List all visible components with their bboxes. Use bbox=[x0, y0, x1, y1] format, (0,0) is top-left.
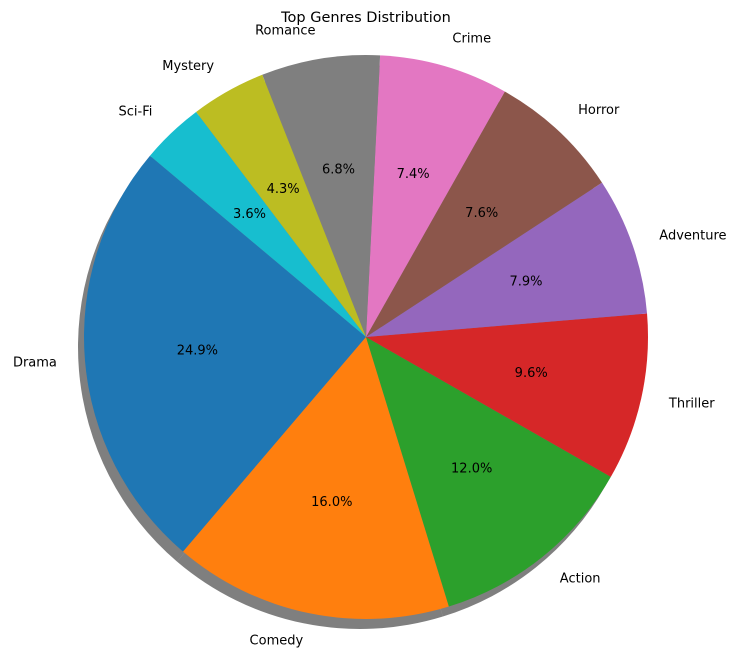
pct-action: 12.0% bbox=[451, 462, 492, 477]
label-romance: Romance bbox=[255, 23, 315, 38]
pct-adventure: 7.9% bbox=[509, 275, 542, 290]
pct-drama: 24.9% bbox=[177, 344, 218, 359]
pct-sci-fi: 3.6% bbox=[233, 207, 266, 222]
label-mystery: Mystery bbox=[162, 59, 214, 74]
label-adventure: Adventure bbox=[659, 229, 726, 244]
slice-comedy bbox=[183, 337, 449, 620]
pct-horror: 7.6% bbox=[465, 206, 498, 221]
slice-horror bbox=[366, 91, 602, 337]
slice-romance bbox=[262, 54, 381, 337]
pct-crime: 7.4% bbox=[397, 167, 430, 182]
pie-slices bbox=[83, 54, 648, 620]
label-action: Action bbox=[560, 572, 601, 587]
label-drama: Drama bbox=[13, 355, 57, 370]
label-crime: Crime bbox=[452, 32, 491, 47]
label-thriller: Thriller bbox=[668, 397, 715, 412]
pie-labels: Drama 24.9% Comedy 16.0% Action 12.0% Thriller… bbox=[13, 23, 727, 648]
label-sci-fi: Sci-Fi bbox=[119, 105, 153, 120]
slice-adventure bbox=[366, 182, 648, 337]
label-comedy: Comedy bbox=[250, 633, 304, 648]
slice-mystery bbox=[196, 74, 366, 337]
slice-crime bbox=[366, 55, 505, 337]
slice-thriller bbox=[366, 313, 648, 477]
slice-sci-fi bbox=[149, 111, 366, 337]
pct-thriller: 9.6% bbox=[515, 366, 548, 381]
pct-romance: 6.8% bbox=[322, 163, 355, 178]
slice-drama bbox=[83, 155, 366, 552]
label-horror: Horror bbox=[578, 103, 620, 118]
slice-action bbox=[366, 337, 611, 607]
chart-title: Top Genres Distribution bbox=[280, 10, 451, 26]
pct-comedy: 16.0% bbox=[311, 495, 352, 510]
pct-mystery: 4.3% bbox=[267, 182, 300, 197]
